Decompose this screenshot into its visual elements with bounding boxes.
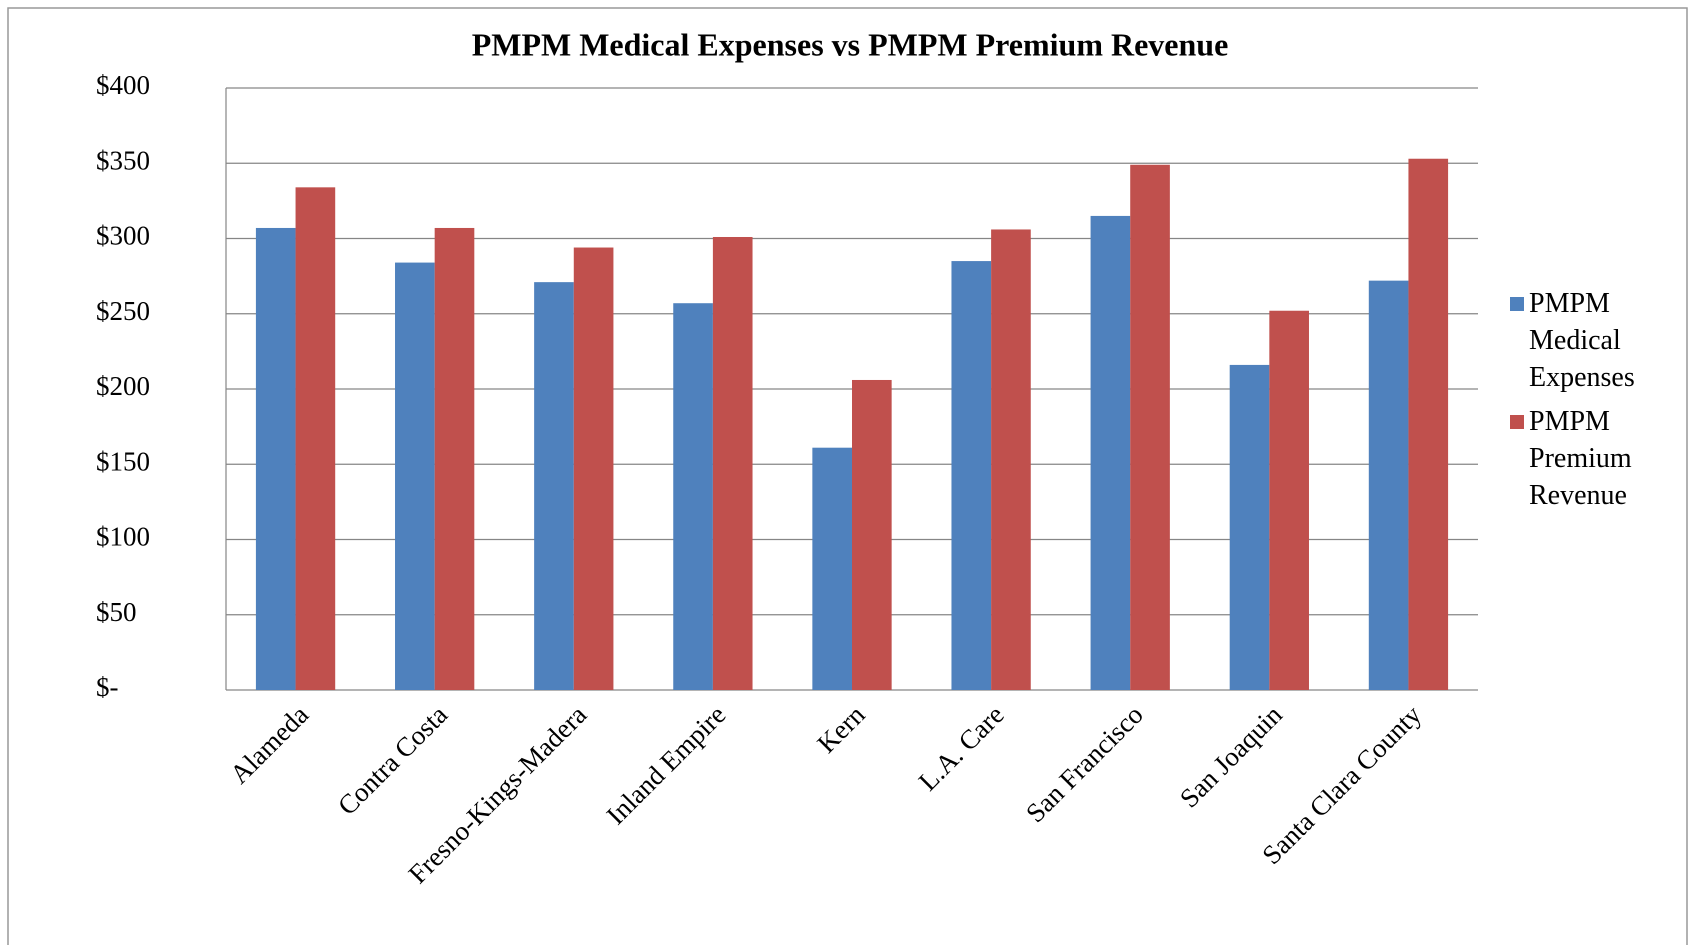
x-tick-label: Kern [811,699,871,759]
y-tick-label: $300 [96,221,150,251]
y-tick-label: $250 [96,296,150,326]
y-tick-label: $100 [96,522,150,552]
legend-label: PMPM Premium Revenue [1529,406,1632,511]
legend-swatch [1510,297,1524,311]
x-tick-label: Inland Empire [601,699,732,830]
bar [812,447,852,690]
bar [1368,280,1409,690]
bar [1130,164,1170,690]
bar [573,247,614,690]
legend-label: PMPM Medical Expenses [1529,288,1635,393]
bar [991,229,1031,690]
legend-item: PMPM Premium Revenue [1510,403,1670,514]
bar [534,282,574,690]
bar [673,303,713,690]
chart-frame [7,7,1688,945]
bar [1408,158,1449,691]
y-tick-label: $200 [96,371,150,401]
x-tick-label: San Joaquin [1174,699,1288,813]
y-tick-label: $- [96,672,119,702]
y-tick-label: $50 [96,597,137,627]
x-tick-label: Alameda [224,699,314,789]
x-tick-label: San Francisco [1020,699,1149,828]
bar [1090,215,1131,691]
y-tick-label: $150 [96,446,150,476]
bar [852,379,892,690]
bar [295,187,336,690]
bar [712,236,753,690]
bar [1269,310,1309,690]
bar [434,227,475,690]
x-tick-label: L.A. Care [913,699,1010,796]
y-tick-label: $350 [96,145,150,175]
bar [1229,364,1270,690]
chart-title: PMPM Medical Expenses vs PMPM Premium Re… [472,26,1229,62]
bar [951,261,992,690]
bar [395,262,435,690]
y-tick-label: $400 [96,70,150,100]
bar [255,227,296,690]
x-tick-label: Contra Costa [332,699,453,820]
legend-swatch [1510,415,1524,429]
legend-item: PMPM Medical Expenses [1510,285,1670,396]
legend: PMPM Medical Expenses PMPM Premium Revenu… [1510,285,1670,521]
